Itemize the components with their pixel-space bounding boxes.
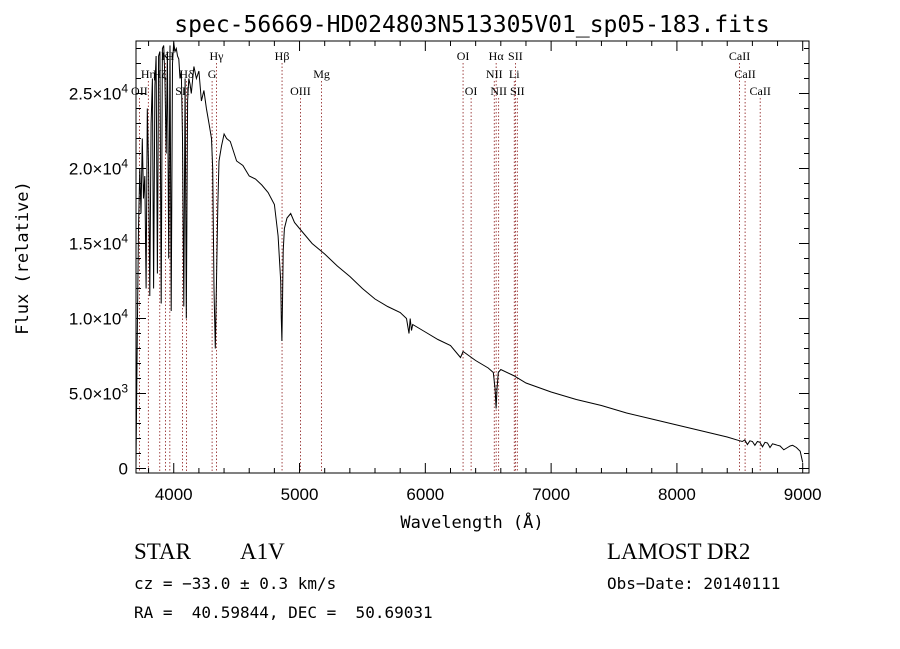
- y-axis-ticks: 0 5.0×103 1.0×104 1.5×104 2.0×104 2.5×104: [69, 48, 809, 479]
- x-axis-ticks: 4000 5000 6000 7000 8000 9000: [148, 41, 822, 504]
- line-label-7: G: [208, 67, 217, 81]
- line-label-19: SII: [510, 84, 525, 98]
- line-label-0: OII: [131, 84, 148, 98]
- line-label-8: Hγ: [210, 49, 225, 63]
- line-label-21: CaII: [734, 67, 755, 81]
- observation-date: Obs−Date: 20140111: [607, 574, 781, 593]
- spectral-line-markers: [138, 63, 761, 473]
- x-tick-label-2: 6000: [406, 485, 444, 504]
- line-label-11: Mg: [313, 67, 330, 81]
- line-label-12: OI: [457, 49, 470, 63]
- y-tick-label-2: 1.0×104: [69, 307, 128, 329]
- x-tick-label-4: 8000: [658, 485, 696, 504]
- line-label-10: OIII: [290, 84, 311, 98]
- y-axis-label: Flux (relative): [13, 181, 33, 335]
- survey-name: LAMOST DR2: [607, 539, 751, 564]
- line-label-22: CaII: [750, 84, 771, 98]
- x-tick-label-1: 5000: [281, 485, 319, 504]
- x-tick-label-5: 9000: [784, 485, 822, 504]
- ra-dec-coordinates: RA = 40.59844, DEC = 50.69031: [134, 603, 433, 622]
- spectrum-line: [135, 42, 804, 465]
- y-tick-label-0: 0: [119, 460, 128, 479]
- line-label-15: Hα: [489, 49, 505, 63]
- line-label-14: NII: [486, 67, 503, 81]
- chart-title: spec-56669-HD024803N513305V01_sp05-183.f…: [174, 12, 769, 38]
- object-subclass: A1V: [240, 539, 285, 564]
- object-class: STAR: [134, 539, 191, 564]
- redshift-cz: cz = −33.0 ± 0.3 km/s: [134, 574, 337, 593]
- line-label-9: Hβ: [275, 49, 290, 63]
- y-tick-label-5: 2.5×104: [69, 82, 128, 104]
- line-label-5: SII: [175, 84, 190, 98]
- line-label-17: Li: [509, 67, 520, 81]
- y-tick-label-4: 2.0×104: [69, 157, 128, 179]
- line-label-3: K: [161, 49, 170, 63]
- line-label-16: NII: [490, 84, 507, 98]
- line-label-13: OI: [465, 84, 478, 98]
- x-tick-label-0: 4000: [155, 485, 193, 504]
- x-axis-label: Wavelength (Å): [400, 511, 543, 533]
- line-label-1: Hη: [141, 67, 156, 81]
- x-tick-label-3: 7000: [532, 485, 570, 504]
- y-tick-label-3: 1.5×104: [69, 232, 128, 254]
- line-label-6: Hδ: [179, 67, 194, 81]
- line-label-18: SII: [508, 49, 523, 63]
- line-label-20: CaII: [729, 49, 750, 63]
- plot-frame: [135, 40, 810, 474]
- y-tick-label-1: 5.0×103: [69, 382, 128, 404]
